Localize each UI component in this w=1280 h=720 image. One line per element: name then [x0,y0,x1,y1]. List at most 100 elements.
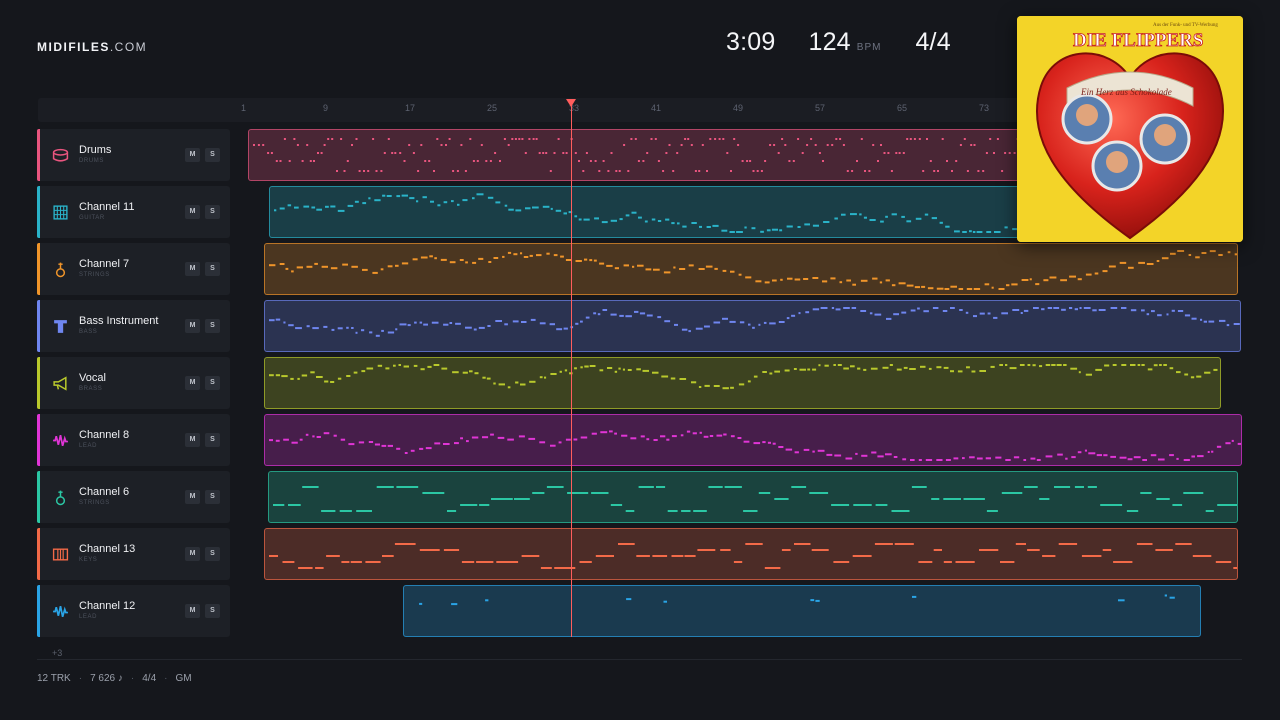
midi-note [445,144,447,146]
midi-note [351,144,353,146]
mute-button[interactable]: M [185,433,200,447]
midi-note [387,265,393,268]
bpm-label: BPM [856,42,882,53]
track-header-3[interactable]: Bass Instrument BASS M S [37,300,230,352]
midi-note [860,310,867,312]
midi-note [1039,498,1050,500]
note-lane-2[interactable] [264,243,1238,295]
mute-button[interactable]: M [185,262,200,276]
midi-note [868,170,871,172]
midi-note [958,288,964,290]
midi-note [414,321,417,324]
midi-note [528,437,536,440]
solo-button[interactable]: S [205,148,220,162]
midi-note [889,364,893,366]
midi-note [1085,273,1092,276]
solo-button[interactable]: S [205,490,220,504]
mute-button[interactable]: M [185,148,200,162]
midi-note [253,144,255,146]
midi-note [619,218,623,221]
midi-note [420,256,428,259]
midi-note [793,368,797,370]
solo-button[interactable]: S [205,205,220,219]
solo-button[interactable]: S [205,376,220,390]
solo-button[interactable]: S [205,547,220,561]
midi-note [290,377,294,380]
playhead-handle[interactable] [566,99,576,107]
midi-note [528,138,531,140]
midi-note [769,144,772,146]
midi-note [279,263,285,265]
midi-note [676,152,679,154]
playhead[interactable] [571,99,572,637]
solo-button[interactable]: S [205,262,220,276]
midi-note [512,320,519,323]
midi-note [945,459,951,461]
track-header-2[interactable]: Channel 7 STRINGS M S [37,243,230,295]
note-lane-7[interactable] [264,528,1238,580]
midi-note [1191,317,1197,320]
midi-note [1184,373,1189,376]
more-tracks-indicator[interactable]: +3 [52,648,63,658]
midi-note [826,144,829,146]
midi-note [351,265,358,268]
solo-button[interactable]: S [205,604,220,618]
midi-note [279,207,285,210]
midi-note [764,281,770,284]
midi-note [722,387,729,390]
note-lane-6[interactable] [268,471,1238,523]
midi-note [1098,309,1106,311]
solo-button[interactable]: S [205,319,220,333]
mute-button[interactable]: M [185,205,200,219]
midi-note [1084,449,1087,452]
track-header-4[interactable]: Vocal BRASS M S [37,357,230,409]
midi-note [815,599,820,602]
track-header-0[interactable]: Drums DRUMS M S [37,129,230,181]
midi-note [730,270,735,273]
note-lane-3[interactable] [264,300,1241,352]
midi-note [589,160,592,162]
mute-button[interactable]: M [185,547,200,561]
midi-note [372,138,375,140]
midi-note [1054,486,1071,488]
track-header-1[interactable]: Channel 11 GUITAR M S [37,186,230,238]
mute-button[interactable]: M [185,319,200,333]
midi-note [661,375,669,378]
midi-note [296,144,299,146]
note-lane-4[interactable] [264,357,1221,409]
midi-note [680,144,683,146]
track-header-6[interactable]: Channel 6 STRINGS M S [37,471,230,523]
midi-note [994,231,1001,233]
brand-logo[interactable]: MIDIFILES.COM [37,40,147,54]
midi-note [298,567,313,569]
midi-note [350,561,362,563]
midi-note [366,367,374,370]
midi-note [698,170,701,172]
midi-note [554,567,576,569]
note-lane-8[interactable] [403,585,1201,637]
track-header-7[interactable]: Channel 13 KEYS M S [37,528,230,580]
midi-note [1083,307,1091,309]
midi-note [610,152,613,154]
footer-signature: 4/4 [142,673,157,684]
mute-button[interactable]: M [185,490,200,504]
track-header-8[interactable]: Channel 12 LEAD M S [37,585,230,637]
mute-button[interactable]: M [185,376,200,390]
midi-note [722,269,727,272]
midi-note [358,170,361,172]
midi-note [1069,307,1073,309]
midi-note [748,323,751,326]
midi-note [294,206,299,209]
midi-note [595,555,614,557]
note-lane-5[interactable] [264,414,1242,466]
midi-note [875,504,888,506]
midi-note [926,138,928,140]
midi-note [498,383,505,386]
track-header-5[interactable]: Channel 8 LEAD M S [37,414,230,466]
solo-button[interactable]: S [205,433,220,447]
midi-note [1158,458,1165,461]
violin-icon [52,489,69,506]
midi-note [1056,364,1062,366]
midi-note [569,372,573,375]
mute-button[interactable]: M [185,604,200,618]
